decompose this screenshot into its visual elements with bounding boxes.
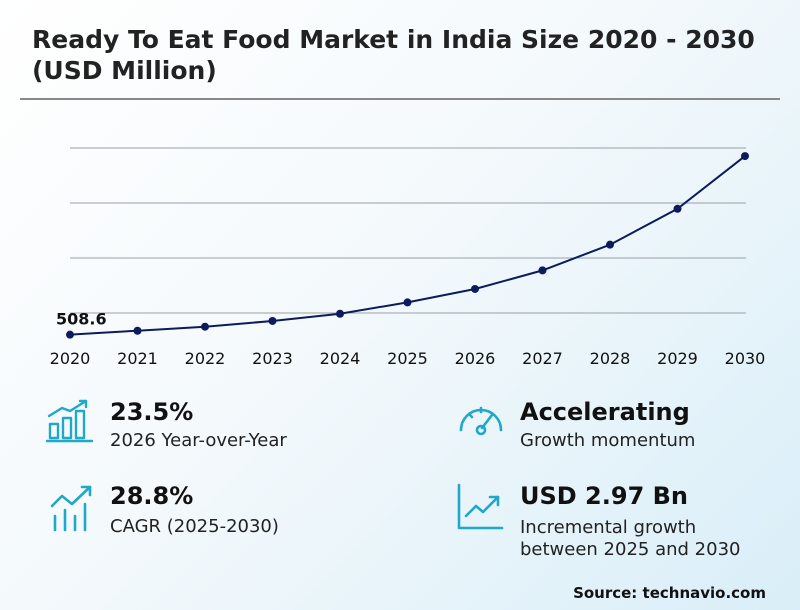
kpi-momentum-label: Growth momentum	[520, 430, 696, 451]
data-point-2027	[538, 266, 547, 275]
trend-bars-icon	[50, 485, 92, 532]
kpi-incremental-label-2: between 2025 and 2030	[520, 539, 741, 560]
data-point-2022	[201, 322, 209, 331]
x-tick-2021: 2021	[117, 349, 158, 368]
kpi-incremental-label-1: Incremental growth	[520, 517, 697, 538]
x-tick-2020: 2020	[50, 349, 91, 368]
source-note: Source: technavio.com	[573, 584, 766, 602]
speedometer-icon	[459, 406, 503, 436]
kpi-cagr: 28.8% CAGR (2025-2030)	[46, 482, 376, 542]
data-point-2021	[133, 326, 142, 335]
title-divider	[20, 98, 780, 100]
kpi-yoy-label: 2026 Year-over-Year	[110, 430, 287, 451]
kpi-incremental: USD 2.97 Bn Incremental growth between 2…	[456, 482, 786, 562]
kpi-momentum: Accelerating Growth momentum	[456, 398, 786, 458]
data-point-2023	[268, 316, 277, 325]
data-point-2029	[673, 204, 682, 213]
kpi-yoy: 23.5% 2026 Year-over-Year	[46, 398, 376, 458]
x-tick-2023: 2023	[252, 349, 293, 368]
kpi-yoy-value: 23.5%	[110, 398, 194, 426]
data-point-2024	[336, 309, 344, 318]
data-point-2028	[606, 240, 614, 249]
x-tick-2025: 2025	[387, 349, 428, 368]
kpi-incremental-value: USD 2.97 Bn	[520, 482, 688, 510]
x-tick-2026: 2026	[455, 349, 496, 368]
x-tick-2024: 2024	[320, 349, 361, 368]
x-tick-2027: 2027	[522, 349, 563, 368]
chart-title: Ready To Eat Food Market in India Size 2…	[32, 25, 755, 85]
x-tick-2028: 2028	[590, 349, 631, 368]
line-growth-icon	[457, 483, 504, 530]
data-point-2020	[66, 330, 74, 339]
x-tick-2029: 2029	[657, 349, 698, 368]
x-tick-2022: 2022	[185, 349, 226, 368]
kpi-cagr-label: CAGR (2025-2030)	[110, 516, 279, 537]
series-line	[69, 155, 746, 336]
data-point-2025	[403, 298, 412, 307]
kpi-momentum-value: Accelerating	[520, 398, 690, 426]
x-tick-2030: 2030	[725, 349, 766, 368]
kpi-cagr-value: 28.8%	[110, 482, 194, 510]
data-point-2026	[471, 284, 479, 293]
line-chart: 2020 2021 2022 2023 2024 2025 2026 2027 2028 2029…	[50, 147, 766, 368]
bar-growth-icon	[46, 399, 94, 443]
data-point-2030	[741, 152, 749, 161]
data-label-2020: 508.6	[56, 310, 107, 329]
